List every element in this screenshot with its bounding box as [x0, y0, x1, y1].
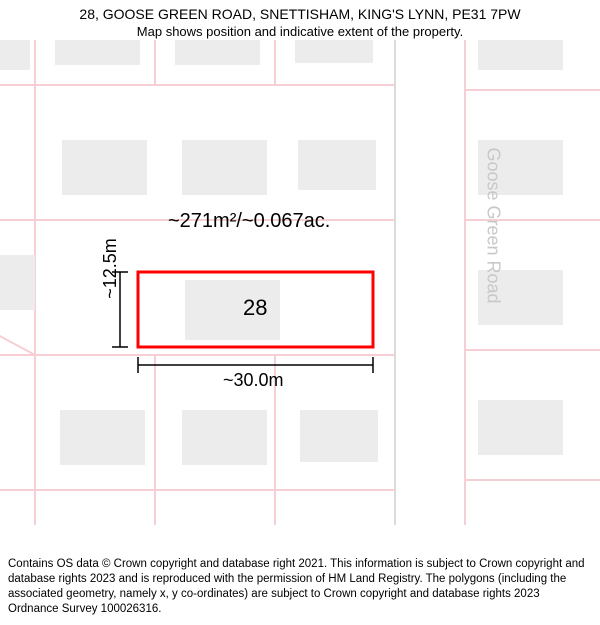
house-number-label: 28 — [243, 295, 267, 321]
area-label: ~271m²/~0.067ac. — [168, 210, 330, 233]
height-dimension-label: ~12.5m — [100, 238, 121, 299]
page-title: 28, GOOSE GREEN ROAD, SNETTISHAM, KING'S… — [10, 6, 590, 22]
copyright-footer: Contains OS data © Crown copyright and d… — [0, 551, 600, 625]
map-svg — [0, 40, 600, 525]
road-name-label: Goose Green Road — [483, 147, 504, 303]
page-subtitle: Map shows position and indicative extent… — [10, 24, 590, 39]
map-canvas: ~271m²/~0.067ac. 28 ~30.0m ~12.5m Goose … — [0, 40, 600, 525]
header: 28, GOOSE GREEN ROAD, SNETTISHAM, KING'S… — [0, 0, 600, 43]
width-dimension-label: ~30.0m — [223, 370, 284, 391]
